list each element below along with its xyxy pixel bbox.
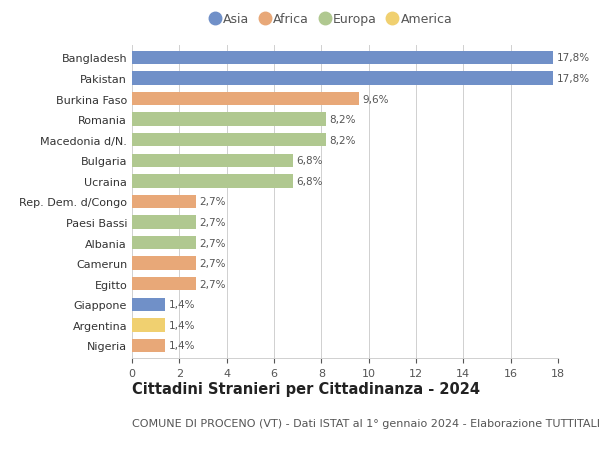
Text: 2,7%: 2,7% — [199, 279, 226, 289]
Text: 2,7%: 2,7% — [199, 197, 226, 207]
Text: 2,7%: 2,7% — [199, 238, 226, 248]
Bar — [132, 298, 165, 311]
Text: 6,8%: 6,8% — [296, 176, 323, 186]
Bar — [132, 72, 553, 85]
Text: 17,8%: 17,8% — [557, 74, 590, 84]
Text: 8,2%: 8,2% — [329, 115, 356, 125]
Bar — [132, 113, 326, 127]
Bar — [132, 175, 293, 188]
Bar — [132, 319, 165, 332]
Bar — [132, 236, 196, 250]
Bar — [132, 339, 165, 353]
Legend: Asia, Africa, Europa, America: Asia, Africa, Europa, America — [207, 8, 457, 31]
Text: 9,6%: 9,6% — [363, 94, 389, 104]
Text: 6,8%: 6,8% — [296, 156, 323, 166]
Text: Cittadini Stranieri per Cittadinanza - 2024: Cittadini Stranieri per Cittadinanza - 2… — [132, 381, 480, 396]
Bar — [132, 277, 196, 291]
Bar — [132, 257, 196, 270]
Bar — [132, 134, 326, 147]
Text: 1,4%: 1,4% — [169, 300, 195, 310]
Text: 17,8%: 17,8% — [557, 53, 590, 63]
Text: 1,4%: 1,4% — [169, 320, 195, 330]
Bar — [132, 216, 196, 229]
Text: 2,7%: 2,7% — [199, 258, 226, 269]
Bar — [132, 93, 359, 106]
Bar — [132, 195, 196, 209]
Text: COMUNE DI PROCENO (VT) - Dati ISTAT al 1° gennaio 2024 - Elaborazione TUTTITALIA: COMUNE DI PROCENO (VT) - Dati ISTAT al 1… — [132, 418, 600, 428]
Text: 8,2%: 8,2% — [329, 135, 356, 146]
Bar — [132, 51, 553, 65]
Text: 1,4%: 1,4% — [169, 341, 195, 351]
Bar — [132, 154, 293, 168]
Text: 2,7%: 2,7% — [199, 218, 226, 228]
